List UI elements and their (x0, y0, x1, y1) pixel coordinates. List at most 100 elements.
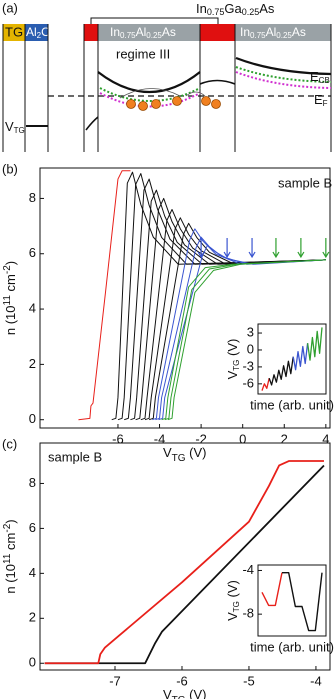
x-axis-label: VTG (V) (163, 687, 207, 699)
y-axis-label-part: (V) (225, 339, 240, 360)
data-line (144, 217, 326, 421)
level-label: ECB (310, 69, 330, 85)
layer-part: Al (26, 25, 37, 39)
data-line (167, 259, 326, 421)
x-axis-label: time (arb. unit) (250, 397, 334, 412)
x-tick-label: -6 (112, 431, 124, 446)
title-part: Ga (224, 1, 242, 16)
y-axis-label-part: -2 (2, 523, 13, 532)
y-tick-label: -8 (242, 606, 254, 621)
y-axis-label: n (1011 cm-2) (2, 519, 19, 593)
y-axis-label: VTG (V) (225, 580, 241, 621)
regime-label: regime III (116, 46, 170, 61)
gate-layer (3, 24, 25, 41)
level-label: VTG (5, 119, 25, 135)
x-tick-label: 4 (322, 431, 329, 446)
marker-arrow (322, 238, 330, 259)
layer-part: Al (136, 25, 147, 39)
annotation: sample B (48, 449, 102, 464)
marker-arrow (197, 238, 205, 259)
layer-part: 3 (50, 31, 55, 40)
data-line (158, 244, 326, 421)
x-axis-label-part: V (163, 445, 172, 460)
layer-part: Al (266, 25, 277, 39)
data-line (292, 343, 309, 371)
y-tick-label: 0 (247, 341, 254, 356)
y-tick-label: 3 (247, 324, 254, 339)
layer-part: As (162, 25, 176, 39)
layer-part: As (292, 25, 306, 39)
panel-label: (a) (2, 0, 18, 15)
data-line (117, 173, 326, 421)
y-axis-label-part: n (10 (3, 564, 18, 594)
title-part: In (196, 1, 207, 16)
y-tick-label: -3 (242, 358, 254, 373)
data-line (306, 327, 323, 361)
data-line (261, 378, 270, 391)
data-line (44, 460, 324, 665)
y-axis-label-part: TG (232, 601, 241, 612)
conduction-band (85, 116, 99, 131)
conduction-band (199, 79, 236, 85)
layer-label: Al2O3 (26, 25, 55, 40)
title-part: 0.25 (242, 7, 260, 17)
layer-part: 0.75 (120, 31, 136, 40)
data-line (261, 572, 283, 607)
conduction-band (235, 56, 332, 76)
y-axis-label-part: ) (3, 261, 18, 265)
plot-frame (39, 167, 331, 429)
y-axis-label-part: -2 (2, 265, 13, 274)
x-axis-label-part: V (163, 687, 172, 699)
marker-arrow (297, 238, 305, 259)
y-tick-label: 8 (29, 475, 36, 490)
y-tick-label: 4 (29, 301, 36, 316)
bracket (90, 17, 219, 25)
y-axis-label: VTG (V) (225, 339, 241, 380)
x-axis-label: time (arb. unit) (250, 639, 334, 654)
x-tick-label: -4 (310, 673, 322, 688)
x-tick-label: -5 (243, 673, 255, 688)
x-tick-label: 2 (281, 431, 288, 446)
marker-arrow (223, 238, 231, 259)
oxide-layer (25, 24, 48, 41)
title-part: 0.75 (207, 7, 225, 17)
layer-label: In0.75Al0.25As (240, 25, 306, 40)
x-axis-label-part: TG (172, 453, 186, 464)
y-tick-label: 6 (29, 245, 36, 260)
data-line (164, 259, 326, 421)
layer-part: 0.75 (250, 31, 266, 40)
plot-frame (257, 564, 327, 637)
transfer-arrow (119, 88, 206, 99)
y-tick-label: 4 (29, 565, 36, 580)
marker-arrow (272, 238, 280, 259)
barrier-layer (235, 24, 331, 41)
data-line (140, 208, 326, 421)
data-line (78, 170, 131, 421)
band-diagram: (a) In0.75Ga0.25As TG Al2O3 In0.75Al0.25… (2, 0, 332, 152)
conduction-band (97, 71, 201, 93)
y-axis-label-part: n (10 (3, 305, 18, 335)
data-line (268, 356, 294, 386)
data-line (152, 228, 326, 421)
x-axis-label: VTG (V) (163, 445, 207, 463)
layer-part: 0.25 (146, 31, 162, 40)
layer-part: In (110, 25, 120, 39)
well-layer (200, 24, 235, 41)
level-label: EF (314, 92, 328, 108)
diagram-title: In0.75Ga0.25As (196, 1, 275, 17)
data-line (44, 464, 325, 665)
level-part: E (314, 92, 323, 107)
level-part: F (323, 99, 328, 108)
y-tick-label: -6 (242, 375, 254, 390)
layer-part: 2 (37, 31, 42, 40)
subband (235, 66, 332, 83)
y-axis-label-part: (V) (225, 580, 240, 601)
y-tick-label: 6 (29, 520, 36, 535)
well-layer (84, 24, 98, 41)
layer-part: 0.25 (276, 31, 292, 40)
level-part: V (5, 119, 14, 134)
data-line (111, 171, 326, 421)
y-axis-label-part: 11 (2, 295, 13, 306)
y-tick-label: 2 (29, 356, 36, 371)
